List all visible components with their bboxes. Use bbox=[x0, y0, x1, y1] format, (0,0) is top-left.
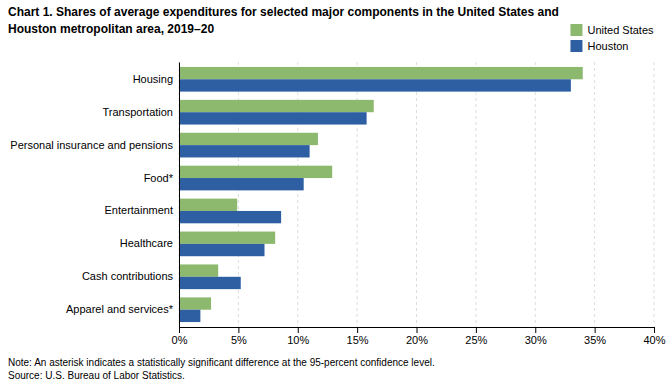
tick-label: 20% bbox=[406, 334, 428, 346]
legend-item: Houston bbox=[570, 40, 628, 52]
grid-line bbox=[179, 62, 180, 327]
tick-mark bbox=[238, 327, 239, 333]
tick-label: 0% bbox=[172, 334, 188, 346]
tick-mark bbox=[476, 327, 477, 333]
grid-line bbox=[535, 62, 536, 327]
bar bbox=[179, 100, 374, 112]
bar bbox=[179, 277, 241, 289]
axis-line bbox=[180, 328, 655, 334]
tick: Housing bbox=[133, 73, 179, 85]
tick-label: Housing bbox=[133, 73, 173, 85]
bar bbox=[179, 133, 318, 145]
bar bbox=[179, 310, 200, 322]
tick: 20% bbox=[406, 327, 428, 346]
bar bbox=[179, 232, 275, 244]
bar bbox=[179, 166, 332, 178]
tick-label: 25% bbox=[465, 334, 487, 346]
tick: 5% bbox=[231, 327, 247, 346]
bar bbox=[179, 79, 571, 91]
tick-label: 30% bbox=[525, 334, 547, 346]
tick-label: Personal insurance and pensions bbox=[10, 139, 173, 151]
tick-label: Healthcare bbox=[120, 237, 173, 249]
tick: Food* bbox=[144, 172, 179, 184]
title: Houston metropolitan area, 2019–20 bbox=[8, 22, 214, 36]
tick: Personal insurance and pensions bbox=[10, 139, 179, 151]
tick-mark bbox=[535, 327, 536, 333]
chart: Chart 1. Shares of average expenditures … bbox=[0, 0, 672, 385]
bar bbox=[179, 145, 310, 157]
tick-mark bbox=[417, 327, 418, 333]
x-axis: 0% 5% 10% 15% 20% 25% 30% 35% 40% bbox=[172, 327, 666, 346]
grid-line bbox=[594, 62, 595, 327]
tick-label: 5% bbox=[231, 334, 247, 346]
tick: 15% bbox=[347, 327, 369, 346]
legend-item: United States bbox=[570, 24, 654, 36]
annotation: Note: An asterisk indicates a statistica… bbox=[8, 357, 435, 368]
bars bbox=[179, 67, 583, 322]
tick-mark bbox=[654, 327, 655, 333]
tick: Apparel and services* bbox=[66, 303, 179, 315]
title: Chart 1. Shares of average expenditures … bbox=[8, 5, 559, 19]
grid bbox=[179, 62, 654, 327]
tick-label: Apparel and services* bbox=[66, 303, 174, 315]
tick: Transportation bbox=[102, 106, 179, 118]
tick-label: 35% bbox=[584, 334, 606, 346]
legend: United States Houston bbox=[570, 24, 654, 52]
tick: Entertainment bbox=[105, 204, 179, 216]
bar bbox=[179, 178, 304, 190]
y-axis: Housing Transportation Personal insurance … bbox=[10, 63, 179, 328]
bar bbox=[179, 112, 367, 124]
series bbox=[179, 67, 583, 310]
tick-mark bbox=[595, 327, 596, 333]
tick-label: 10% bbox=[287, 334, 309, 346]
tick-label: 40% bbox=[643, 334, 665, 346]
bar bbox=[179, 199, 237, 211]
tick: Healthcare bbox=[120, 237, 179, 249]
series bbox=[179, 79, 571, 322]
tick-label: Entertainment bbox=[105, 204, 173, 216]
bar bbox=[179, 67, 583, 79]
tick: 0% bbox=[172, 327, 188, 346]
legend-swatch bbox=[570, 40, 582, 52]
legend-label: United States bbox=[587, 24, 654, 36]
tick: 35% bbox=[584, 327, 606, 346]
bar bbox=[179, 244, 265, 256]
tick-label: 15% bbox=[347, 334, 369, 346]
tick: 40% bbox=[643, 327, 665, 346]
tick-label: Cash contributions bbox=[82, 270, 174, 282]
bar bbox=[179, 297, 211, 309]
grid-line bbox=[416, 62, 417, 327]
tick-label: Transportation bbox=[102, 106, 173, 118]
legend-label: Houston bbox=[587, 40, 628, 52]
bar bbox=[179, 211, 281, 223]
annotation: Source: U.S. Bureau of Labor Statistics. bbox=[8, 370, 185, 381]
tick-mark bbox=[357, 327, 358, 333]
plot: 0% 5% 10% 15% 20% 25% 30% 35% 40% Housing Transpor… bbox=[10, 62, 665, 346]
tick: Cash contributions bbox=[82, 270, 179, 282]
bar bbox=[179, 264, 218, 276]
grid-line bbox=[654, 62, 655, 327]
tick: 10% bbox=[287, 327, 309, 346]
tick: 25% bbox=[465, 327, 487, 346]
tick-mark bbox=[179, 327, 180, 333]
tick: 30% bbox=[525, 327, 547, 346]
tick-label: Food* bbox=[144, 172, 174, 184]
tick-mark bbox=[298, 327, 299, 333]
legend-swatch bbox=[570, 24, 582, 36]
axis-line bbox=[179, 63, 180, 328]
grid-line bbox=[475, 62, 476, 327]
